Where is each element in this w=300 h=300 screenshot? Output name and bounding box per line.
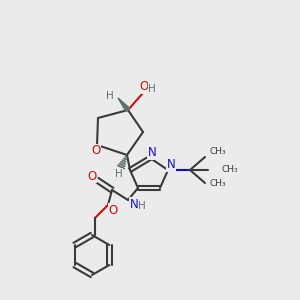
Text: CH₃: CH₃ xyxy=(210,148,226,157)
Text: N: N xyxy=(148,146,156,160)
Text: H: H xyxy=(115,169,123,179)
Text: CH₃: CH₃ xyxy=(222,166,238,175)
Text: N: N xyxy=(130,197,138,211)
Text: H: H xyxy=(138,201,146,211)
Polygon shape xyxy=(118,98,130,112)
Text: O: O xyxy=(140,80,148,94)
Text: O: O xyxy=(108,203,118,217)
Text: O: O xyxy=(92,145,100,158)
Text: O: O xyxy=(87,169,97,182)
Text: H: H xyxy=(106,91,114,101)
Text: CH₃: CH₃ xyxy=(210,179,226,188)
Text: N: N xyxy=(167,158,176,172)
Text: H: H xyxy=(148,84,156,94)
